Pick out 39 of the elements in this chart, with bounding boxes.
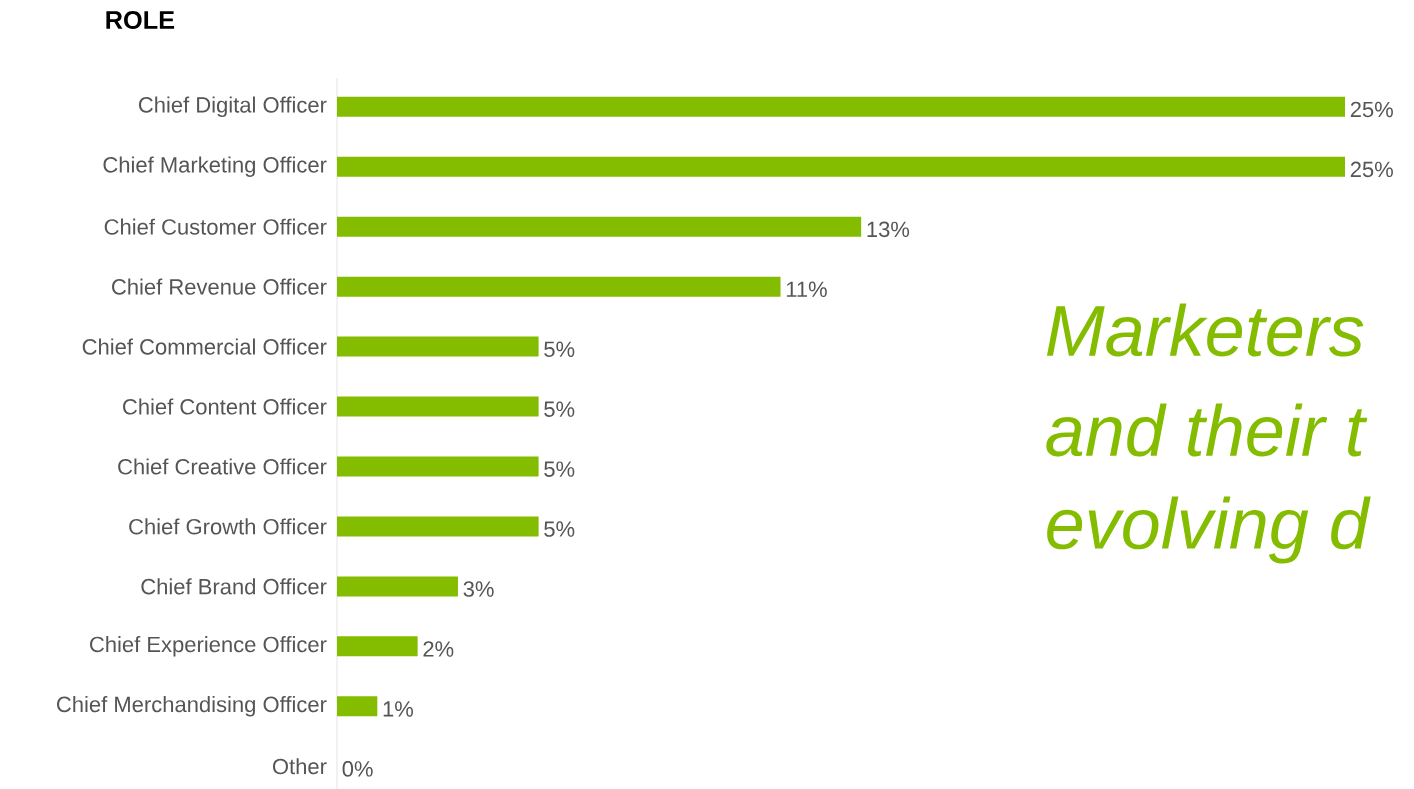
y-tick-label: Chief Content Officer xyxy=(123,398,327,415)
y-tick-label: Chief Marketing Officer xyxy=(103,156,327,177)
y-tick-label: Chief Creative Officer xyxy=(118,458,327,475)
annotation: evolving d xyxy=(1047,496,1371,564)
bar xyxy=(337,396,539,417)
bar xyxy=(337,216,862,237)
annotation: Marketers xyxy=(1046,303,1364,357)
data-label: 5% xyxy=(544,461,575,477)
bar xyxy=(337,576,458,597)
y-tick-label: Chief Growth Officer xyxy=(129,518,327,535)
chart-title: ROLE xyxy=(106,10,175,29)
data-label: 3% xyxy=(463,581,494,597)
y-tick-label: Other xyxy=(272,758,327,775)
data-label: 1% xyxy=(383,701,414,717)
bar xyxy=(337,636,418,657)
data-label: 5% xyxy=(544,401,575,417)
bar xyxy=(337,276,781,297)
data-label: 25% xyxy=(1350,101,1393,118)
bar xyxy=(337,156,1346,177)
data-label: 25% xyxy=(1350,161,1393,178)
y-tick-label: Chief Merchandising Officer xyxy=(57,695,327,717)
data-label: 13% xyxy=(867,221,910,237)
data-label: 5% xyxy=(544,521,575,537)
data-label: 5% xyxy=(544,341,575,357)
y-tick-label: Chief Digital Officer xyxy=(138,96,327,117)
bar xyxy=(337,336,539,357)
annotation: and their t xyxy=(1046,403,1368,457)
y-tick-label: Chief Revenue Officer xyxy=(112,278,327,295)
bar xyxy=(337,516,539,537)
bar xyxy=(337,696,378,717)
y-tick-label: Chief Customer Officer xyxy=(104,218,327,235)
data-label: 2% xyxy=(423,641,454,657)
bar xyxy=(337,456,539,477)
y-tick-label: Chief Brand Officer xyxy=(141,578,327,595)
data-label: 11% xyxy=(786,281,827,297)
y-tick-label: Chief Commercial Officer xyxy=(82,338,327,355)
y-tick-label: Chief Experience Officer xyxy=(90,635,327,657)
bar xyxy=(337,96,1346,117)
data-label: 0% xyxy=(342,760,373,777)
